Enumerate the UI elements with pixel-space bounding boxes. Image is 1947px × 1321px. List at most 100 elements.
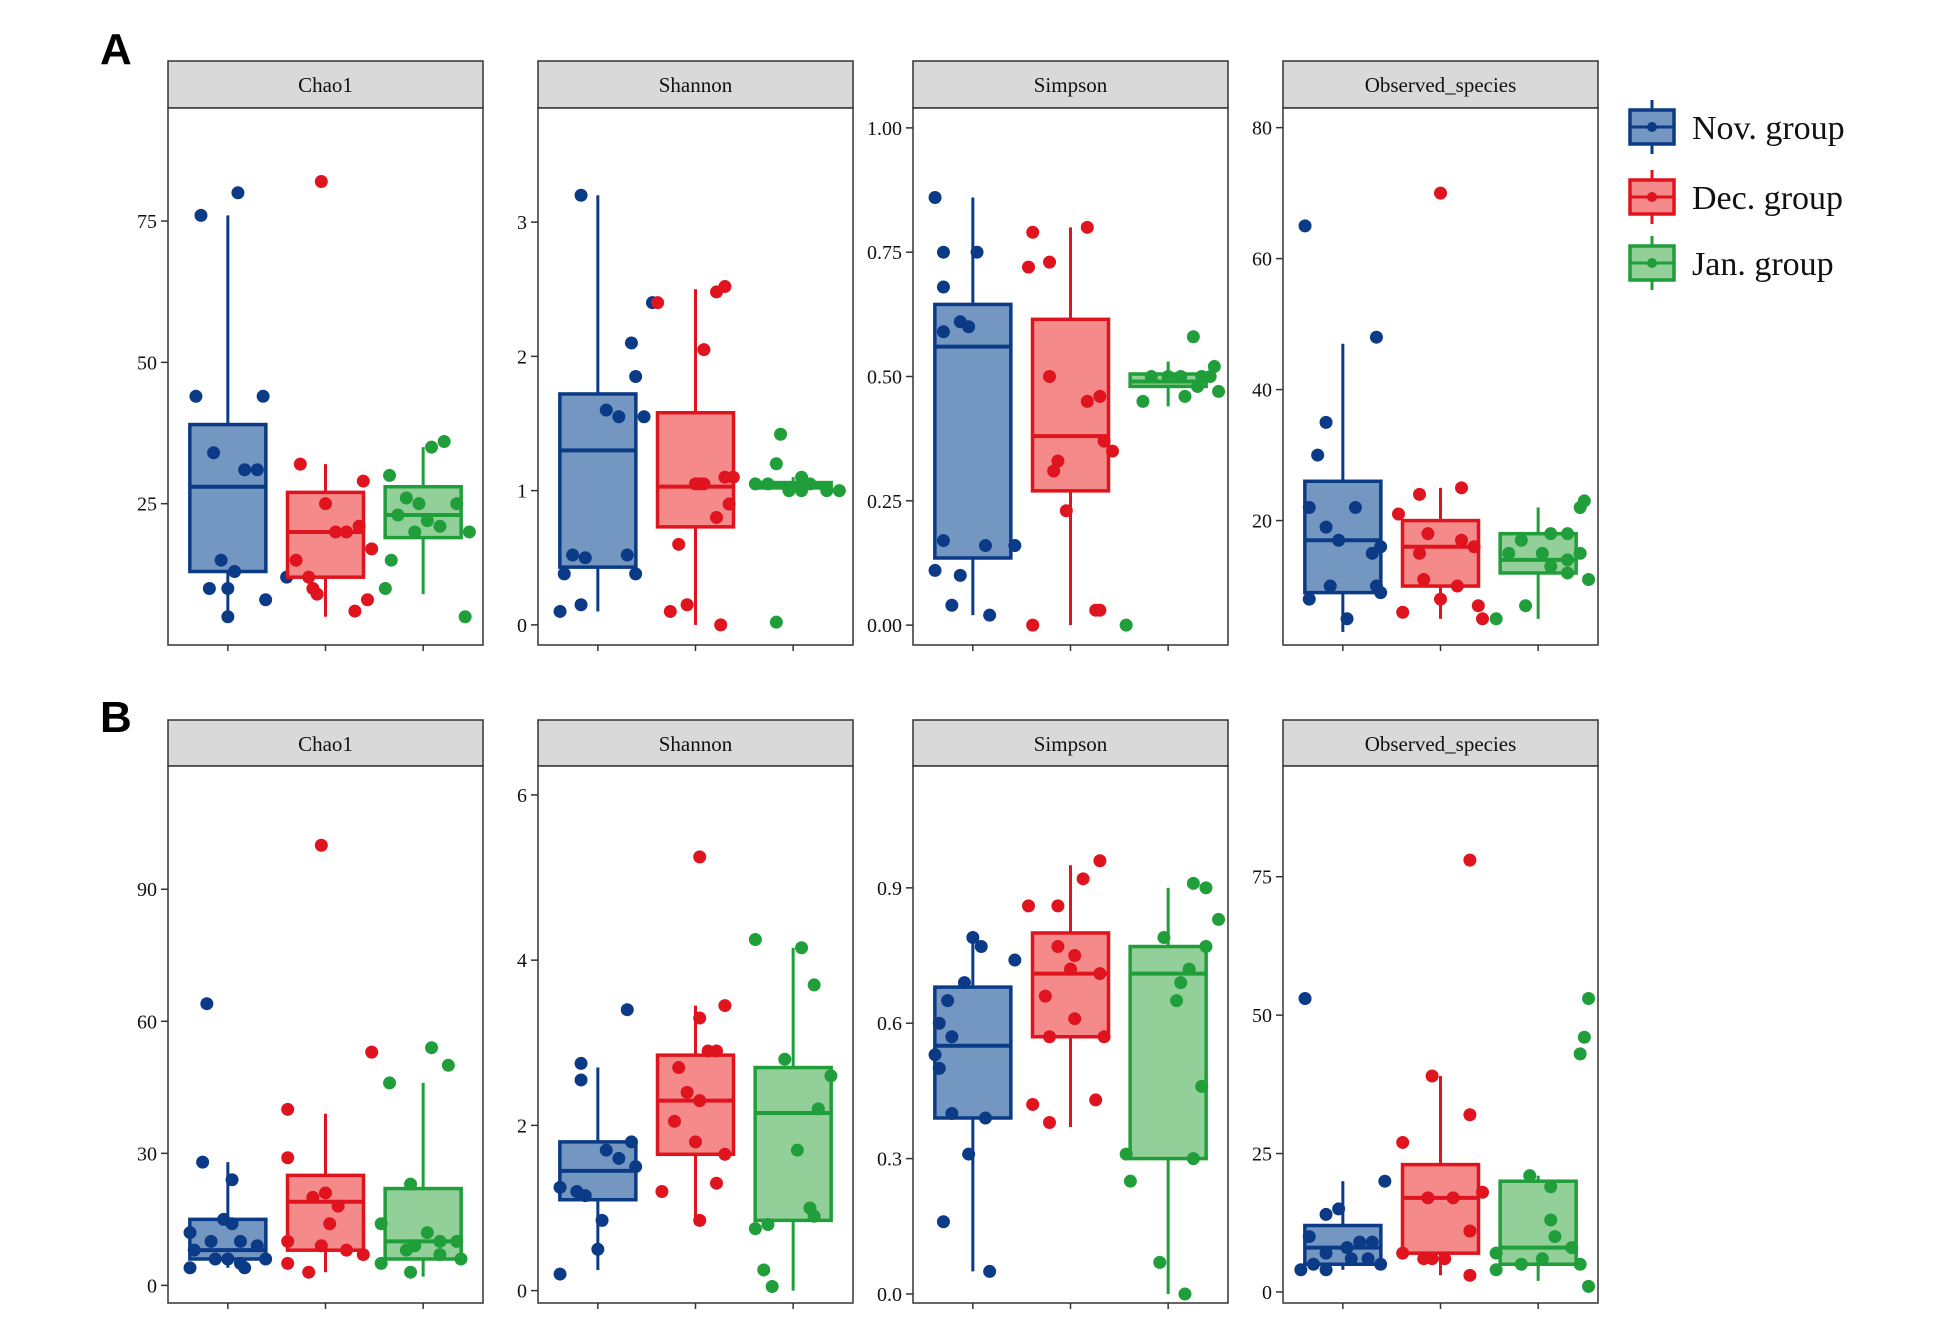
data-point	[1170, 994, 1184, 1008]
data-point	[1068, 1012, 1082, 1026]
data-point	[391, 508, 405, 522]
data-point	[1059, 504, 1073, 518]
data-point	[1489, 1263, 1503, 1277]
data-point	[936, 534, 950, 548]
data-point	[936, 1215, 950, 1229]
data-point	[1561, 527, 1575, 541]
data-point	[1043, 1030, 1056, 1044]
box-dec-group	[1022, 854, 1111, 1129]
y-tick-label: 0	[147, 1275, 157, 1297]
data-point	[1302, 500, 1316, 514]
data-point	[1378, 1174, 1392, 1188]
data-point	[1051, 899, 1065, 913]
data-point	[761, 1218, 775, 1232]
data-point	[957, 976, 971, 990]
data-point	[1374, 1257, 1388, 1271]
box-iqr	[558, 392, 638, 569]
data-point	[1446, 1191, 1460, 1205]
data-point	[1026, 1097, 1040, 1111]
data-point	[748, 1222, 762, 1236]
box-jan-group	[1489, 992, 1596, 1293]
data-point	[1043, 255, 1056, 269]
data-point	[1319, 1263, 1333, 1277]
box-iqr	[383, 1186, 463, 1261]
data-point	[1080, 220, 1094, 234]
data-point	[1080, 394, 1094, 408]
data-point	[1298, 219, 1312, 233]
box-iqr	[1400, 1162, 1481, 1255]
data-point	[462, 525, 476, 539]
data-point	[1340, 612, 1354, 626]
y-tick-label: 0	[517, 1281, 527, 1303]
data-point	[1294, 1263, 1308, 1277]
data-point	[250, 463, 264, 477]
data-point	[824, 1069, 838, 1083]
data-point	[1207, 360, 1221, 374]
box-nov-group	[1294, 992, 1392, 1277]
data-point	[693, 1011, 707, 1025]
data-point	[1068, 949, 1082, 963]
data-point	[221, 1252, 235, 1266]
legend-key-dot-dec	[1647, 192, 1657, 202]
data-point	[769, 457, 783, 471]
data-point	[281, 1256, 295, 1270]
panel-b-simpson: Simpson 0.0 0.3 0.6 0.9	[877, 719, 1229, 1309]
data-point	[974, 940, 988, 954]
data-point	[1463, 1224, 1477, 1238]
data-point	[1396, 1246, 1410, 1260]
data-point	[936, 325, 950, 339]
data-point	[778, 1052, 792, 1066]
box-nov-group	[928, 930, 1022, 1278]
box-jan-group	[748, 932, 838, 1293]
data-point	[314, 174, 328, 188]
data-point	[383, 1076, 397, 1090]
data-point	[1425, 1252, 1439, 1266]
data-point	[1332, 1202, 1346, 1216]
data-point	[726, 470, 740, 484]
strip-title: Simpson	[1034, 73, 1108, 97]
box-dec-group	[281, 838, 379, 1279]
y-tick-label: 80	[1252, 118, 1272, 140]
data-point	[1463, 1108, 1477, 1122]
data-point	[945, 1030, 959, 1044]
data-point	[1535, 546, 1549, 560]
data-point	[578, 1189, 592, 1203]
data-point	[1471, 599, 1485, 613]
panel-a-shannon: Shannon 0 1 2 3	[517, 60, 854, 651]
data-point	[1199, 881, 1213, 895]
data-point	[200, 997, 214, 1011]
data-point	[425, 440, 439, 454]
data-point	[450, 1234, 464, 1248]
y-tick-label: 0	[1262, 1282, 1272, 1304]
box-jan-group	[1489, 494, 1596, 626]
data-point	[1455, 533, 1468, 547]
data-point	[945, 1106, 959, 1120]
strip-header	[912, 719, 1229, 767]
data-point	[256, 389, 270, 403]
data-point	[329, 525, 343, 539]
data-point	[1463, 853, 1477, 867]
data-point	[1519, 599, 1533, 613]
y-tick-label: 25	[1252, 1144, 1272, 1166]
box-nov-group	[188, 186, 294, 624]
data-point	[629, 1160, 643, 1174]
data-point	[1178, 1287, 1192, 1301]
data-point	[714, 618, 728, 632]
data-point	[204, 1234, 218, 1248]
data-point	[1008, 953, 1022, 967]
data-point	[348, 604, 362, 618]
data-point	[697, 343, 711, 357]
data-point	[1106, 444, 1119, 458]
data-point	[384, 553, 398, 567]
data-point	[374, 1217, 388, 1231]
data-point	[374, 1256, 388, 1270]
data-point	[1573, 1257, 1587, 1271]
data-point	[612, 1151, 626, 1165]
data-point	[454, 1252, 468, 1266]
strip-header	[1282, 719, 1599, 767]
y-tick-label: 25	[137, 494, 157, 516]
data-point	[1374, 540, 1388, 554]
data-point	[932, 1061, 946, 1075]
box-nov-group	[183, 997, 273, 1275]
data-point	[1093, 603, 1107, 617]
